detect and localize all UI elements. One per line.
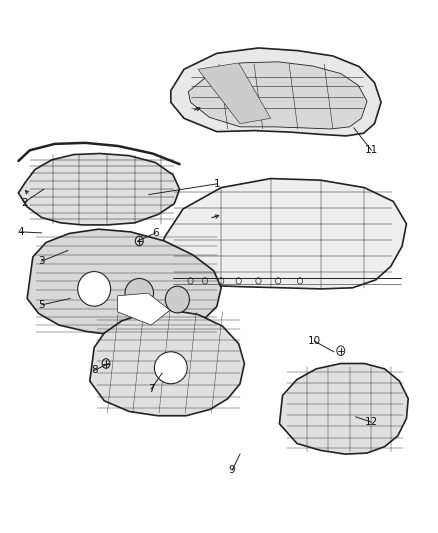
Ellipse shape <box>154 352 187 384</box>
Polygon shape <box>18 154 180 225</box>
Polygon shape <box>117 293 170 325</box>
Ellipse shape <box>125 278 153 308</box>
Polygon shape <box>188 62 367 129</box>
Ellipse shape <box>78 271 110 306</box>
Text: 12: 12 <box>365 417 378 427</box>
Text: 8: 8 <box>91 366 98 375</box>
Text: 3: 3 <box>38 256 45 266</box>
Text: 11: 11 <box>365 146 378 155</box>
Text: 1: 1 <box>213 179 220 189</box>
Polygon shape <box>157 179 406 289</box>
Polygon shape <box>171 48 381 136</box>
Ellipse shape <box>166 286 189 313</box>
Polygon shape <box>90 310 244 416</box>
Text: 5: 5 <box>38 300 45 310</box>
Text: 6: 6 <box>152 228 159 238</box>
Polygon shape <box>27 229 221 337</box>
Text: 2: 2 <box>21 198 28 207</box>
Polygon shape <box>279 364 408 454</box>
Polygon shape <box>198 63 271 124</box>
Text: 10: 10 <box>308 336 321 346</box>
Text: 7: 7 <box>148 384 155 394</box>
Text: 9: 9 <box>229 465 236 475</box>
Text: 4: 4 <box>18 227 25 237</box>
